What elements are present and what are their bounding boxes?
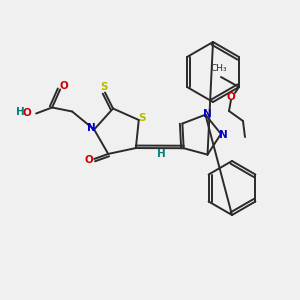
Text: O: O — [85, 155, 94, 165]
Text: CH₃: CH₃ — [211, 64, 227, 73]
Text: S: S — [138, 113, 146, 123]
Text: O: O — [60, 82, 68, 92]
Text: N: N — [219, 130, 227, 140]
Text: N: N — [203, 109, 212, 119]
Text: S: S — [100, 82, 108, 92]
Text: O: O — [226, 92, 236, 102]
Text: H: H — [16, 107, 25, 118]
Text: H: H — [158, 149, 166, 159]
Text: N: N — [87, 124, 95, 134]
Text: O: O — [23, 109, 32, 118]
